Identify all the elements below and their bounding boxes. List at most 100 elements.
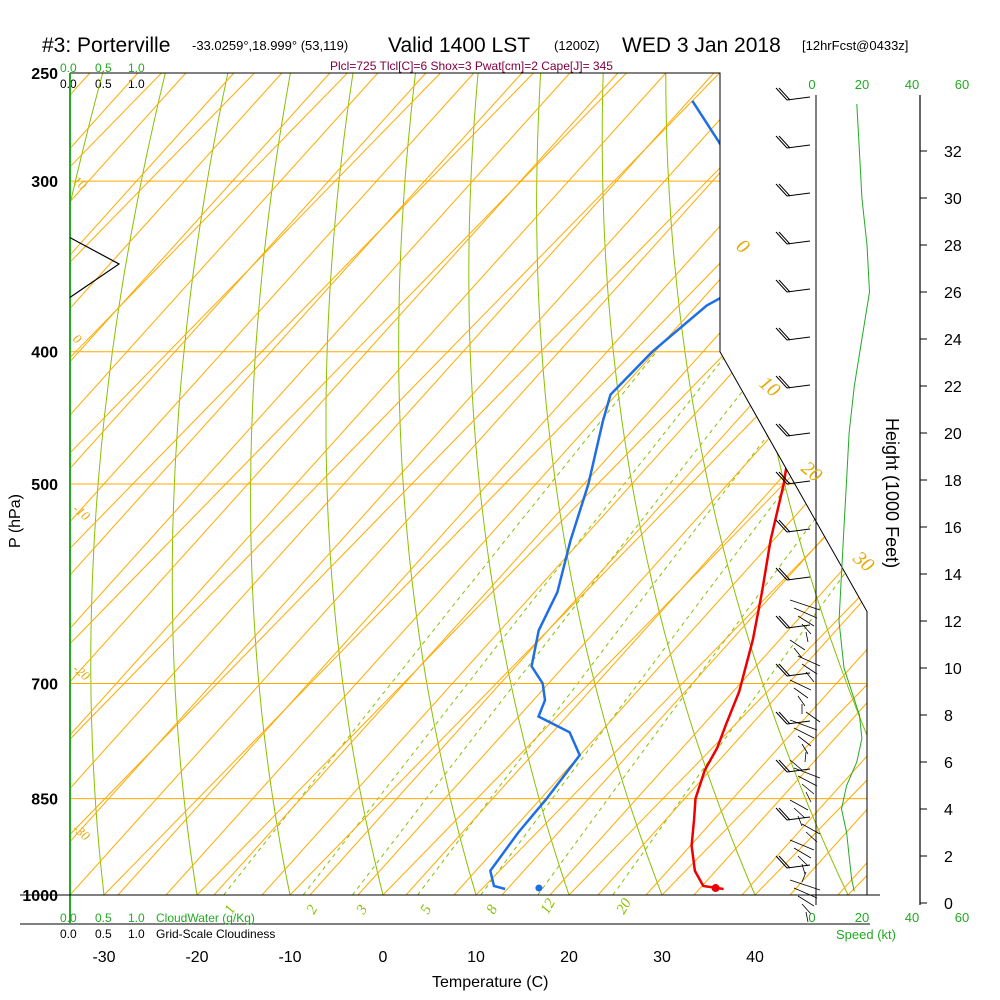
date-label: WED 3 Jan 2018 bbox=[622, 34, 781, 57]
dry-adiabat bbox=[90, 73, 166, 895]
wind-barb bbox=[789, 599, 821, 611]
wind-barb bbox=[775, 87, 811, 101]
isotherm-line bbox=[70, 73, 255, 895]
diagonal-line bbox=[982, 73, 1000, 895]
surface-temperature-dot bbox=[711, 884, 720, 893]
wind-barb bbox=[804, 751, 807, 763]
wind-barb bbox=[789, 839, 815, 851]
diagram-frame bbox=[70, 72, 868, 895]
height-tick-label: 10 bbox=[944, 661, 962, 678]
dry-adiabat bbox=[468, 73, 570, 895]
height-tick-label: 0 bbox=[944, 896, 953, 913]
valid-time: Valid 1400 LST bbox=[388, 34, 530, 57]
temperature-tick-label: -10 bbox=[278, 949, 301, 966]
isotherm-line bbox=[661, 73, 867, 895]
wind-barb bbox=[797, 855, 809, 867]
wind-barb bbox=[775, 231, 811, 245]
speed-top-tick: 20 bbox=[855, 77, 869, 92]
utc-time: (1200Z) bbox=[554, 38, 600, 53]
cloudiness-label: Grid-Scale Cloudiness bbox=[156, 927, 275, 941]
diagonal-line bbox=[645, 73, 867, 895]
wind-barb bbox=[801, 903, 812, 915]
x-axis-title: Temperature (C) bbox=[432, 974, 548, 991]
speed-bottom-tick: 0 bbox=[808, 910, 815, 925]
wind-barb bbox=[789, 719, 818, 731]
speed-bottom-tick: 40 bbox=[905, 910, 919, 925]
cloud-scale-bottom: 0.0 0.0 0.5 0.5 1.0 1.0 bbox=[60, 911, 145, 941]
wind-barb bbox=[801, 623, 812, 635]
wind-barb bbox=[775, 807, 811, 821]
mixing-ratio-label: 5 bbox=[418, 902, 436, 917]
wind-barb bbox=[793, 687, 809, 699]
forecast-label: [12hrFcst@0433z] bbox=[802, 38, 908, 53]
dry-adiabat bbox=[536, 73, 663, 895]
wind-barb bbox=[793, 887, 818, 899]
wind-barb bbox=[775, 663, 811, 677]
wind-barb bbox=[775, 567, 811, 581]
dry-adiabat bbox=[250, 73, 291, 895]
wind-barb bbox=[793, 847, 812, 859]
cloudiness-top-tick: 1.0 bbox=[128, 77, 145, 91]
wind-barb bbox=[797, 655, 821, 667]
pressure-tick-label: 700 bbox=[31, 677, 58, 694]
cloudwater-top-tick: 0.0 bbox=[60, 61, 77, 75]
wind-barb bbox=[775, 327, 811, 341]
isotherm-line bbox=[475, 73, 867, 895]
pressure-tick-label: 500 bbox=[31, 477, 58, 494]
pressure-tick-label: 1000 bbox=[22, 888, 58, 905]
y-axis-title: P (hPa) bbox=[7, 494, 24, 548]
cloudiness-marker bbox=[69, 237, 121, 298]
wind-barb bbox=[801, 871, 807, 883]
speed-label: Speed (kt) bbox=[836, 927, 896, 942]
wind-barb bbox=[801, 823, 821, 835]
wind-barb bbox=[775, 183, 811, 197]
wind-barb bbox=[775, 135, 811, 149]
wind-barb bbox=[775, 375, 811, 389]
cloud-scale-top: 0.0 0.0 0.5 0.5 1.0 1.0 bbox=[60, 61, 145, 91]
isotherm-label: -10 bbox=[70, 501, 93, 524]
wind-barb bbox=[775, 471, 811, 485]
dry-adiabat bbox=[171, 73, 229, 895]
diagonal-line bbox=[70, 73, 427, 895]
height-tick-label: 20 bbox=[944, 426, 962, 443]
diagonal-line bbox=[70, 73, 283, 895]
pressure-tick-label: 400 bbox=[31, 345, 58, 362]
dry-adiabat bbox=[601, 73, 756, 895]
isotherm-line bbox=[568, 73, 867, 895]
wind-barb bbox=[793, 607, 818, 619]
height-tick-label: 16 bbox=[944, 520, 962, 537]
wind-barb bbox=[775, 855, 811, 869]
height-tick-label: 4 bbox=[944, 802, 953, 819]
indices-label: Plcl=725 Tlcl[C]=6 Shox=3 Pwat[cm]=2 Cap… bbox=[330, 59, 613, 73]
diagonal-line bbox=[693, 73, 867, 895]
mixing-ratio-label: 8 bbox=[484, 902, 502, 917]
pressure-tick-label: 300 bbox=[31, 174, 58, 191]
cloudwater-bottom-tick: 1.0 bbox=[128, 911, 145, 925]
cloudiness-bottom-tick: 0.5 bbox=[95, 927, 112, 941]
wind-barb bbox=[797, 615, 815, 627]
mixing-ratio-line bbox=[352, 351, 774, 895]
surface-dewpoint-dot bbox=[535, 884, 543, 892]
diagonal-line bbox=[70, 73, 235, 895]
wind-barb bbox=[801, 663, 818, 675]
wind-barb bbox=[789, 879, 821, 891]
cloudwater-label: CloudWater (g/Kg) bbox=[156, 911, 255, 925]
height-tick-label: 32 bbox=[944, 144, 962, 161]
isotherm-line bbox=[847, 73, 867, 895]
cloudwater-bottom-tick: 0.0 bbox=[60, 911, 77, 925]
diagonal-line bbox=[501, 73, 867, 895]
station-coords: -33.0259°,18.999° (53,119) bbox=[192, 38, 348, 53]
wind-speed-line bbox=[838, 103, 871, 892]
diagonal-line bbox=[549, 73, 867, 895]
cloudwater-bottom-tick: 0.5 bbox=[95, 911, 112, 925]
wind-barb bbox=[797, 695, 806, 707]
dry-adiabat bbox=[979, 73, 1000, 895]
speed-bottom-tick: 20 bbox=[855, 910, 869, 925]
wind-barb bbox=[775, 279, 811, 293]
height-tick-label: 6 bbox=[944, 755, 953, 772]
isotherm-label: -20 bbox=[70, 661, 93, 684]
diagonal-line bbox=[70, 73, 379, 895]
temperature-tick-label: 10 bbox=[467, 949, 485, 966]
